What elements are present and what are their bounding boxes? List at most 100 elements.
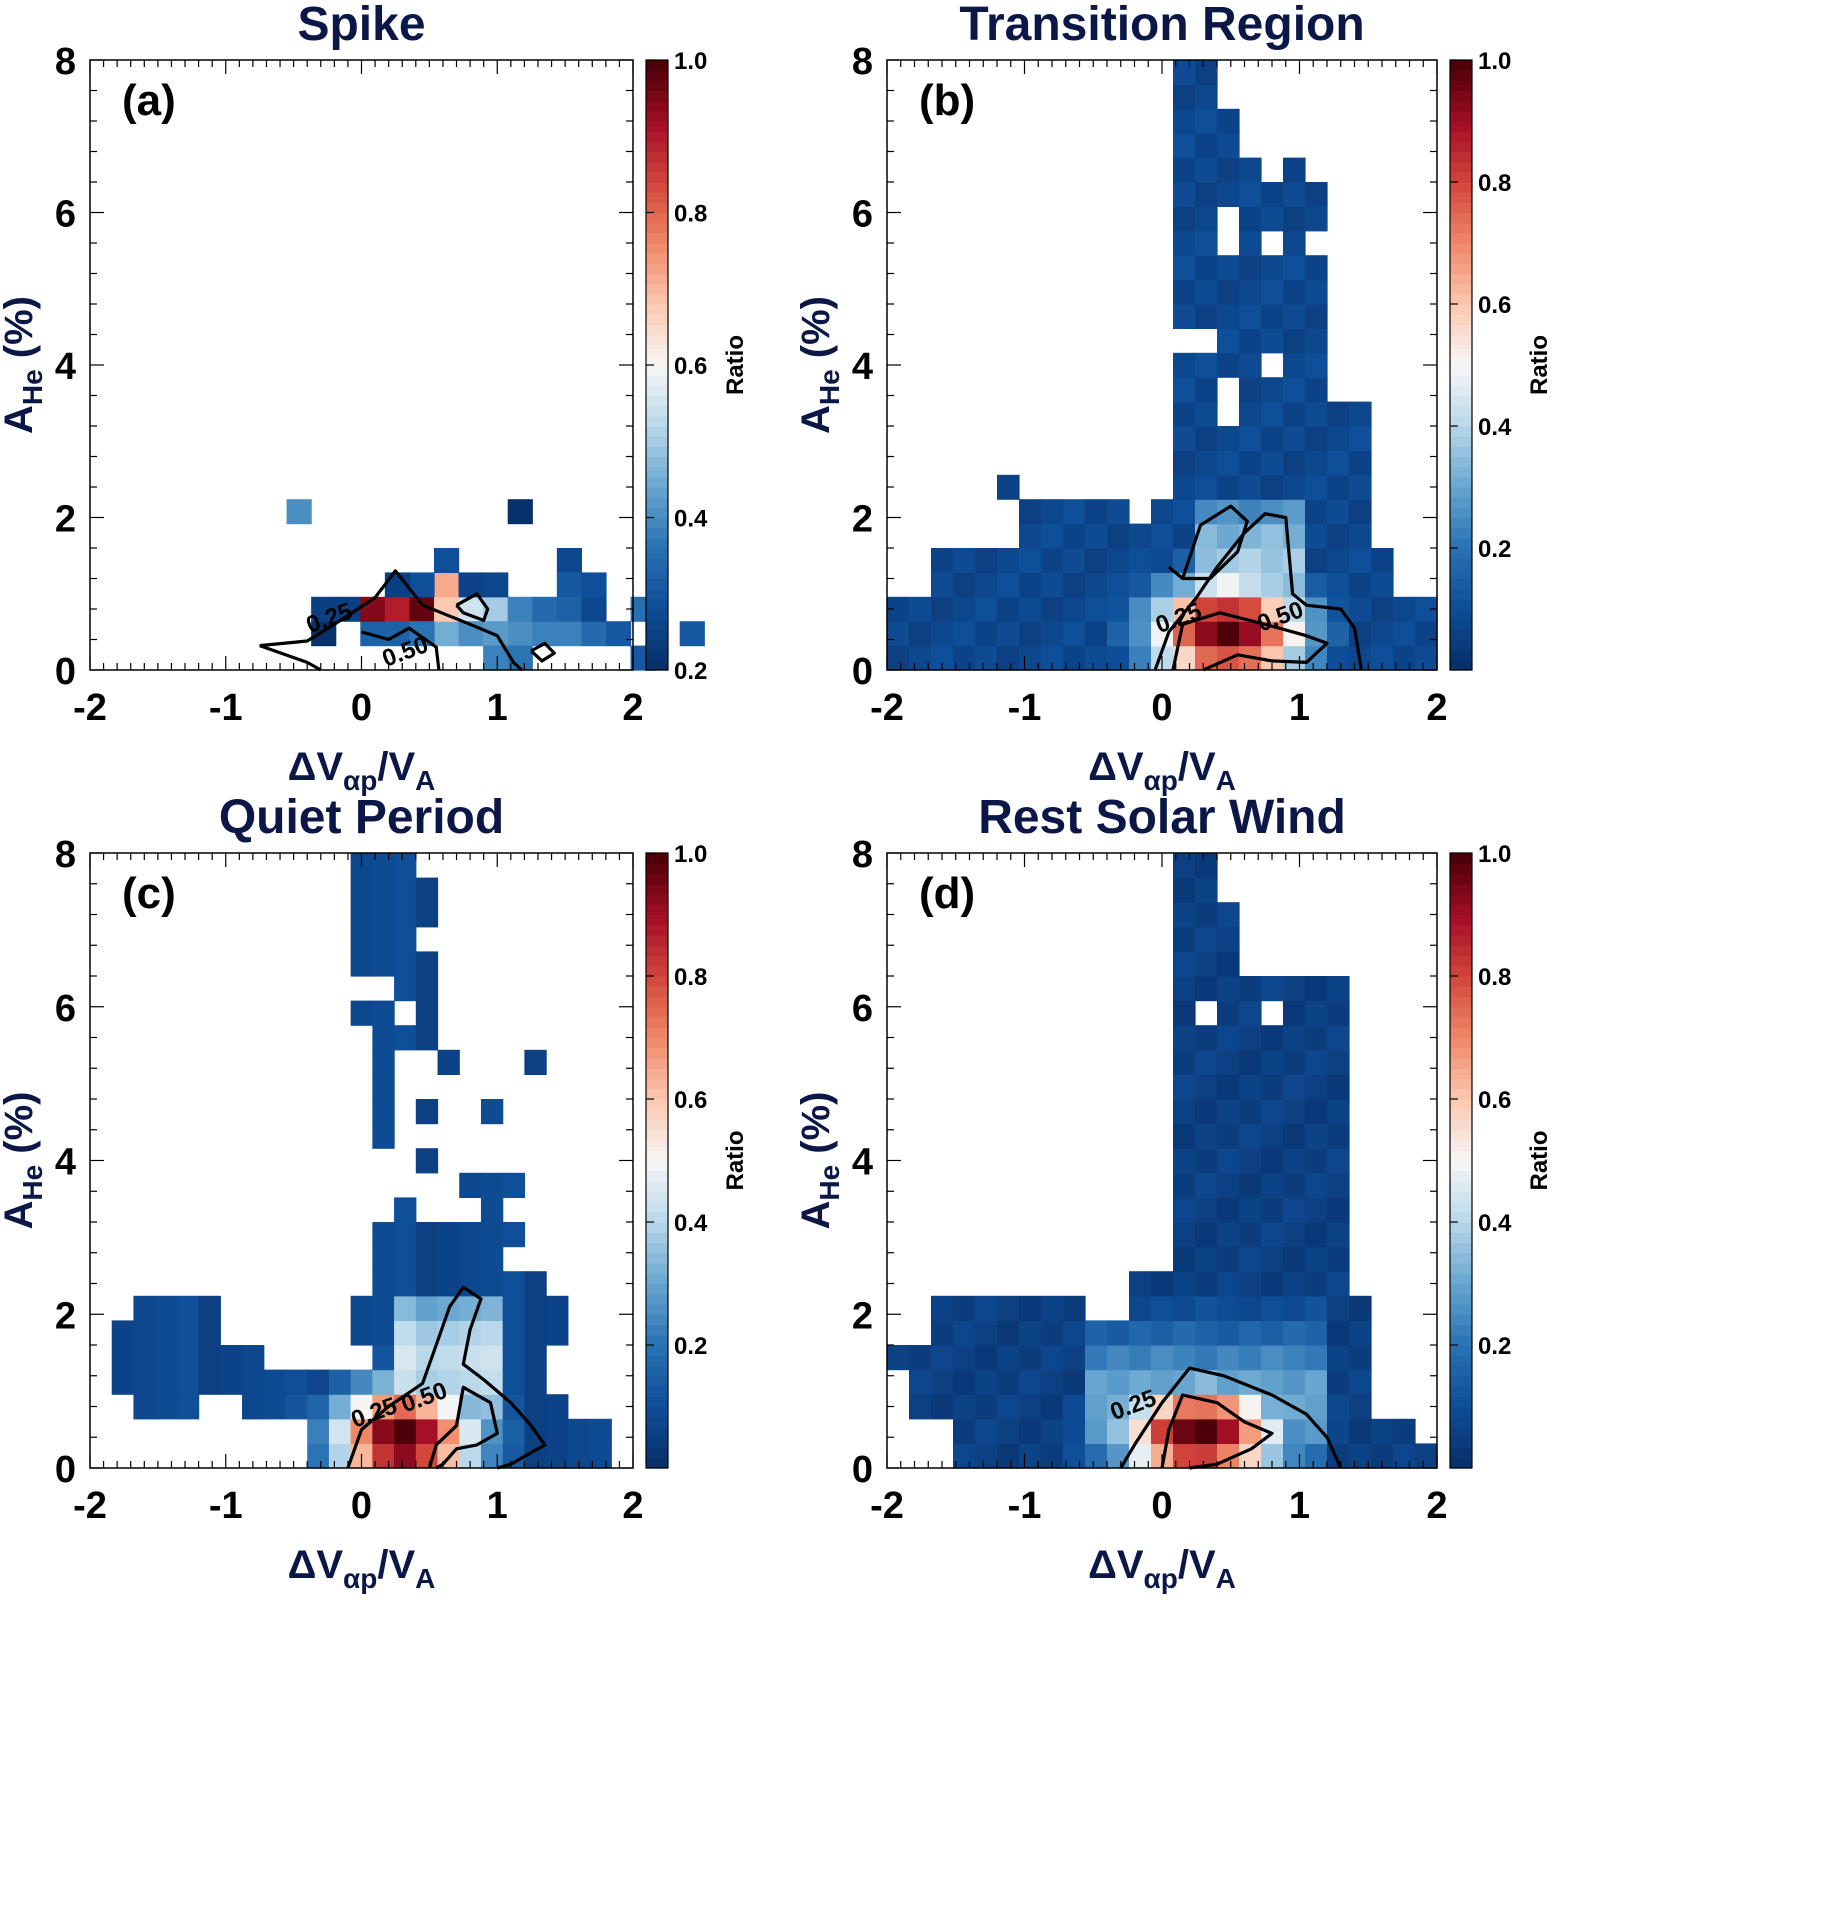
heatmap-cell bbox=[1305, 1099, 1328, 1125]
x-tick-label: -2 bbox=[870, 687, 904, 729]
heatmap-cell bbox=[372, 951, 395, 977]
colorbar-segment bbox=[646, 141, 668, 153]
heatmap-cell bbox=[524, 1394, 547, 1420]
heatmap-cell bbox=[1129, 523, 1152, 549]
heatmap-cell bbox=[480, 1271, 504, 1297]
heatmap-cell bbox=[567, 1443, 591, 1469]
heatmap-cell bbox=[997, 572, 1020, 598]
heatmap-cell bbox=[394, 902, 417, 928]
heatmap-cell bbox=[1217, 951, 1240, 977]
colorbar-segment bbox=[1450, 121, 1472, 132]
colorbar-segment bbox=[1450, 293, 1472, 305]
heatmap-cell bbox=[1283, 279, 1306, 305]
colorbar-segment bbox=[646, 192, 668, 203]
heatmap-cell bbox=[1261, 401, 1284, 427]
colorbar-segment bbox=[1450, 314, 1472, 325]
heatmap-cell bbox=[1305, 304, 1328, 329]
y-axis-label: AHe (%) bbox=[0, 1091, 48, 1229]
colorbar-segment bbox=[1450, 1355, 1472, 1367]
colorbar-segment bbox=[646, 1304, 668, 1315]
heatmap-cell bbox=[415, 902, 439, 928]
heatmap-cell bbox=[1217, 182, 1240, 207]
heatmap-cell bbox=[1327, 1222, 1350, 1248]
heatmap-cell bbox=[1261, 1246, 1284, 1272]
heatmap-cell bbox=[524, 1271, 547, 1297]
heatmap-cell bbox=[1239, 157, 1262, 183]
colorbar-segment bbox=[646, 1068, 668, 1080]
colorbar-segment bbox=[646, 1047, 668, 1059]
heatmap-cell bbox=[415, 1148, 439, 1174]
heatmap-cell bbox=[975, 1394, 998, 1420]
x-tick-label: 1 bbox=[487, 687, 508, 729]
colorbar-segment bbox=[1450, 548, 1472, 559]
heatmap-cell bbox=[1085, 499, 1108, 525]
heatmap-cell bbox=[502, 1295, 525, 1321]
heatmap-cell bbox=[1085, 523, 1108, 549]
heatmap-cell bbox=[394, 976, 417, 1002]
heatmap-cell bbox=[1195, 548, 1218, 573]
heatmap-cell bbox=[1173, 450, 1196, 476]
heatmap-cell bbox=[1107, 1418, 1130, 1444]
contour-line bbox=[530, 641, 556, 663]
colorbar-segment bbox=[1450, 1058, 1472, 1069]
colorbar-tick-label: 0.6 bbox=[1478, 1087, 1511, 1114]
heatmap-cell bbox=[1239, 1222, 1262, 1248]
heatmap-cell bbox=[155, 1320, 178, 1346]
heatmap-cell bbox=[1217, 1271, 1240, 1297]
heatmap-cell bbox=[1217, 133, 1240, 159]
colorbar-segment bbox=[646, 1170, 668, 1182]
x-tick-label: 0 bbox=[351, 687, 372, 729]
heatmap-cell bbox=[507, 499, 533, 525]
heatmap-cell bbox=[1305, 182, 1328, 207]
heatmap-cell bbox=[953, 596, 976, 622]
heatmap-cell bbox=[1239, 596, 1262, 622]
heatmap-cell bbox=[1085, 1369, 1108, 1395]
colorbar-segment bbox=[1450, 375, 1472, 386]
heatmap-cell bbox=[931, 1295, 954, 1321]
heatmap-cell bbox=[480, 1443, 504, 1469]
heatmap-cell bbox=[524, 1049, 547, 1075]
colorbar-segment bbox=[646, 1283, 668, 1295]
heatmap-cell bbox=[1283, 328, 1306, 354]
colorbar-segment bbox=[1450, 1324, 1472, 1336]
heatmap-cell bbox=[1327, 523, 1350, 549]
colorbar-segment bbox=[1450, 161, 1472, 173]
heatmap-cell bbox=[1195, 976, 1218, 1002]
heatmap-cell bbox=[1371, 1418, 1394, 1444]
heatmap-cell bbox=[524, 1345, 547, 1371]
colorbar-segment bbox=[646, 1006, 668, 1018]
heatmap-cell bbox=[1107, 548, 1130, 573]
colorbar-segment bbox=[646, 405, 668, 417]
heatmap-cell bbox=[384, 596, 411, 622]
colorbar-segment bbox=[1450, 436, 1472, 447]
heatmap-cell bbox=[1217, 926, 1240, 952]
colorbar-segment bbox=[1450, 324, 1472, 336]
heatmap-cell bbox=[1283, 157, 1306, 183]
y-tick-label: 0 bbox=[852, 1449, 873, 1491]
colorbar-segment bbox=[646, 1406, 668, 1418]
heatmap-cell bbox=[1261, 1345, 1284, 1371]
heatmap-cell bbox=[887, 645, 910, 671]
heatmap-cell bbox=[532, 596, 558, 622]
colorbar-segment bbox=[1450, 70, 1472, 81]
heatmap-cell bbox=[1085, 1320, 1108, 1346]
colorbar-segment bbox=[646, 1437, 668, 1449]
heatmap-cell bbox=[1239, 1295, 1262, 1321]
heatmap-cell bbox=[1217, 1025, 1240, 1051]
heatmap-cell bbox=[1151, 1369, 1174, 1395]
heatmap-cell bbox=[975, 1418, 998, 1444]
colorbar-segment bbox=[646, 1293, 668, 1305]
heatmap-cell bbox=[953, 1443, 976, 1469]
colorbar-segment bbox=[646, 314, 668, 325]
colorbar-segment bbox=[646, 1078, 668, 1090]
colorbar-segment bbox=[646, 904, 668, 916]
colorbar-segment bbox=[1450, 344, 1472, 356]
colorbar-segment bbox=[646, 1037, 668, 1049]
heatmap-cell bbox=[1239, 1320, 1262, 1346]
heatmap-cell bbox=[220, 1369, 243, 1395]
heatmap-cell bbox=[997, 1295, 1020, 1321]
heatmap-cell bbox=[931, 621, 954, 647]
colorbar-segment bbox=[646, 1273, 668, 1285]
colorbar-segment bbox=[646, 1129, 668, 1141]
heatmap-cell bbox=[1239, 182, 1262, 207]
